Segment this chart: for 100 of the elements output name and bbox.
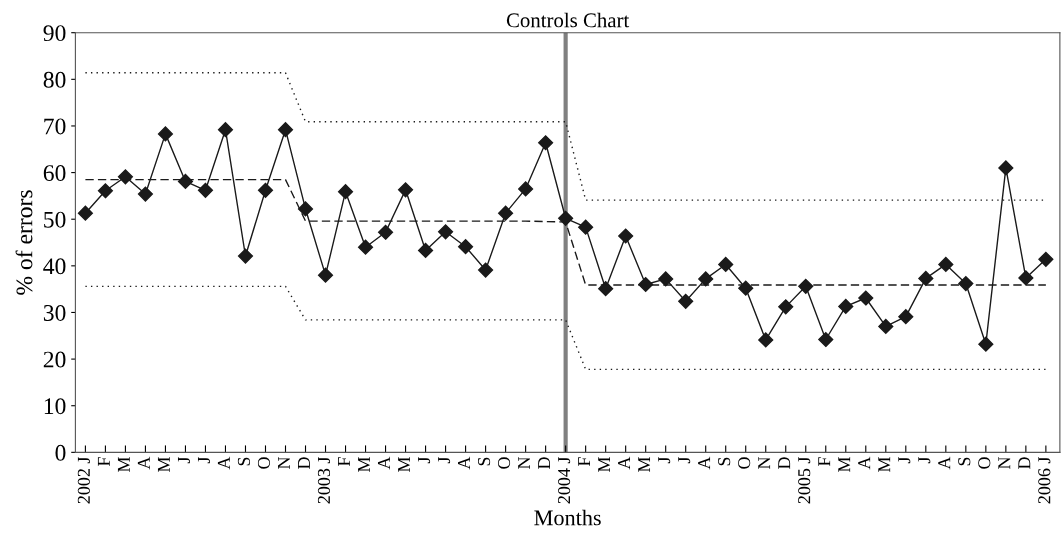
point — [458, 239, 474, 255]
x-tick-label: D — [538, 457, 551, 470]
point — [658, 271, 674, 287]
point — [758, 332, 774, 348]
point — [838, 298, 854, 314]
point — [237, 248, 254, 264]
x-tick-label: N — [278, 456, 290, 470]
x-tick-label: N — [518, 456, 530, 470]
y-tick-label: 60 — [43, 165, 66, 182]
point — [197, 182, 214, 198]
x-tick-label: F — [818, 457, 831, 467]
point — [818, 331, 834, 348]
y-tick-label: 20 — [43, 351, 66, 368]
point — [538, 135, 554, 151]
point — [438, 224, 454, 240]
x-tick-label: A — [858, 456, 871, 470]
x-tick-label: M — [598, 457, 610, 473]
x-tick-label: O — [978, 457, 991, 469]
x-tick-label: A — [938, 456, 951, 470]
x-tick-label: A — [377, 456, 390, 470]
x-tick-label: D — [1018, 457, 1031, 470]
x-tick-label: J — [177, 456, 190, 464]
x-tick-label: M — [157, 457, 170, 473]
y-tick-label: 0 — [55, 444, 66, 461]
x-tick-label: J — [418, 456, 431, 464]
point — [277, 122, 294, 138]
x-tick-label: S — [237, 457, 250, 466]
y-tick-label: 30 — [43, 304, 66, 321]
point — [918, 270, 934, 286]
point — [958, 275, 974, 292]
point — [518, 181, 534, 197]
point — [778, 299, 794, 315]
point — [858, 290, 874, 306]
point — [718, 256, 734, 273]
point — [117, 169, 133, 185]
point — [317, 267, 334, 283]
x-tick-label: F — [338, 457, 350, 467]
x-tick-label: 2006 J — [1038, 456, 1051, 504]
y-tick-label: 90 — [43, 25, 66, 42]
x-tick-label: A — [618, 456, 631, 470]
point — [678, 293, 694, 309]
y-tick-label: 50 — [44, 211, 66, 228]
x-tick-label: J — [197, 456, 210, 464]
chart-title: Controls Chart — [506, 12, 630, 28]
point — [418, 242, 434, 259]
point — [878, 318, 894, 335]
x-tick-label: M — [878, 457, 891, 473]
x-tick-label: M — [638, 457, 651, 473]
x-tick-label: A — [698, 456, 711, 470]
x-tick-label: J — [678, 456, 691, 464]
x-tick-label: D — [778, 457, 791, 470]
point — [478, 262, 494, 278]
x-tick-label: D — [298, 457, 310, 470]
y-tick-label: 70 — [44, 118, 66, 135]
point — [898, 309, 914, 325]
point — [357, 239, 374, 255]
point — [97, 183, 113, 199]
point — [578, 219, 594, 235]
x-tick-label: A — [137, 456, 150, 470]
y-tick-label: 40 — [43, 258, 66, 275]
point — [998, 160, 1014, 176]
x-tick-label: S — [477, 457, 491, 466]
point — [938, 256, 954, 273]
point — [337, 184, 354, 200]
x-tick-label: O — [257, 457, 271, 469]
point — [1038, 251, 1054, 267]
x-tick-label: M — [358, 457, 370, 473]
x-tick-label: N — [998, 456, 1011, 470]
x-tick-label: S — [718, 457, 731, 466]
x-tick-label: O — [738, 457, 751, 469]
point — [217, 122, 234, 138]
x-tick-label: J — [918, 456, 931, 464]
point — [498, 205, 514, 221]
x-tick-label: 2005 J — [798, 456, 811, 504]
x-tick-label: M — [398, 457, 410, 473]
point — [297, 201, 314, 217]
point — [377, 224, 394, 240]
x-tick-label: J — [898, 456, 911, 464]
x-tick-label: 2004 J — [557, 456, 571, 504]
point — [698, 271, 714, 287]
y-axis-title: % of errors — [15, 190, 33, 295]
x-tick-label: A — [217, 456, 230, 470]
point — [77, 205, 93, 221]
x-tick-label: F — [97, 457, 110, 467]
x-tick-label: M — [117, 457, 130, 473]
x-axis-title: Months — [534, 509, 601, 526]
y-tick-label: 10 — [44, 398, 66, 415]
y-tick-label: 80 — [43, 71, 66, 88]
x-tick-label: O — [497, 457, 511, 469]
point — [157, 126, 174, 142]
x-tick-label: 2002 J — [77, 456, 90, 504]
point — [257, 182, 274, 198]
point — [397, 182, 414, 198]
point — [978, 336, 994, 352]
x-tick-label: J — [658, 456, 671, 464]
point — [1018, 270, 1034, 286]
point — [137, 186, 154, 202]
x-tick-label: N — [758, 456, 771, 470]
x-tick-label: J — [438, 456, 451, 464]
x-tick-label: A — [458, 456, 470, 470]
